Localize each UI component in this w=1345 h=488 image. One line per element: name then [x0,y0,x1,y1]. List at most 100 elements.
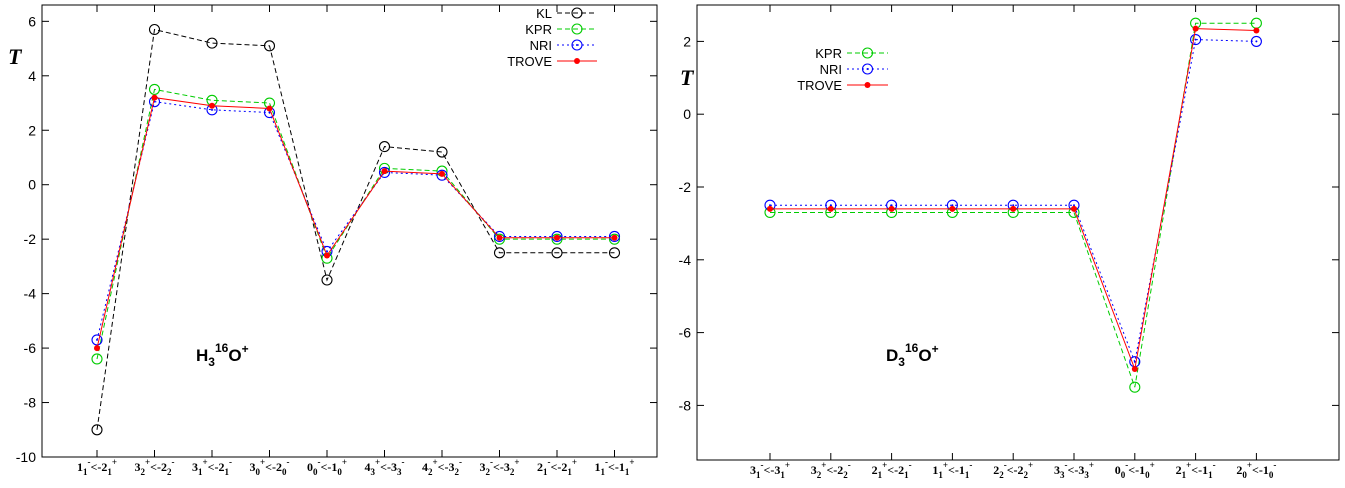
level-parity-sup: + [433,457,438,467]
molecule-base: H [196,346,208,365]
level-k-sub: 1 [625,467,630,477]
molecule-sub: 3 [208,355,215,369]
level-j: 3 [774,463,780,477]
data-point [266,105,273,112]
arrow-text: <- [321,460,332,474]
arrow-text: <- [1007,463,1018,477]
legend-marker [571,23,583,35]
molecule-sub: 3 [898,355,905,369]
level-parity-sup: - [848,460,851,470]
level-k-sub: 1 [780,470,785,480]
level-j: 0 [1115,463,1121,477]
plot-frame [41,4,658,458]
data-point [1131,366,1138,372]
level-j: 3 [811,463,817,477]
data-point [554,234,560,241]
series-line [96,97,615,349]
level-k-sub: 3 [1084,470,1089,480]
molecule-charge: + [932,342,939,356]
level-j: 0 [307,460,313,474]
series-line [770,22,1257,388]
level-parity-sup: - [171,457,174,467]
x-tick-label: 42+<-32- [422,457,462,477]
level-k-sub: 2 [1024,470,1029,480]
data-point [551,230,563,242]
data-point-center [951,204,954,207]
level-parity-sup: - [286,457,289,467]
data-point [1192,25,1199,32]
level-parity-sup: - [605,457,608,467]
series-line [770,39,1257,364]
level-parity-sup: + [629,457,634,467]
level-j: 2 [1176,463,1182,477]
level-k-sub: 2 [428,467,433,477]
data-point-center [829,204,832,207]
data-point [1010,205,1017,212]
x-tick-label: 11-<-21+ [77,457,117,477]
y-tick-label: -10 [16,449,36,465]
y-tick-label: -4 [679,252,692,268]
level-parity-sup: - [1273,460,1276,470]
level-parity-sup: + [260,457,265,467]
level-k-sub: 2 [999,470,1004,480]
level-k-sub: 0 [1242,470,1247,480]
level-j: 3 [504,460,510,474]
x-tick-label: 43+<-33- [365,457,405,477]
level-j: 4 [365,460,371,474]
level-parity-sup: + [1247,460,1252,470]
data-point [378,141,391,153]
legend-label: TROVE [797,78,842,93]
data-point [827,205,834,212]
data-point [767,205,773,212]
level-parity-sup: - [1125,460,1128,470]
data-point-center [1194,38,1197,41]
level-k-sub: 1 [878,470,883,480]
x-tick-label: 21-<-21+ [537,457,577,477]
legend-label: KPR [815,46,842,61]
level-j: 2 [537,460,543,474]
level-k-sub: 2 [141,467,146,477]
level-parity-sup: + [882,460,887,470]
y-tick-label: 6 [28,13,36,29]
y-tick-label: 0 [28,177,36,193]
arrow-text: <- [380,460,391,474]
level-k-sub: 1 [904,470,909,480]
data-point [206,37,218,49]
arrow-text: <- [948,463,959,477]
level-parity-sup: - [548,457,551,467]
data-point [493,247,506,259]
level-j: 1 [331,460,337,474]
arrow-text: <- [764,463,775,477]
level-k-sub: 2 [510,467,515,477]
level-k-sub: 3 [371,467,376,477]
plot-frame [696,4,1340,461]
level-parity-sup: + [1089,460,1094,470]
data-point [551,233,563,245]
level-k-sub: 1 [965,470,970,480]
level-j: 2 [993,463,999,477]
y-tick-label: 2 [683,33,691,49]
y-tick-label: -8 [679,397,692,413]
level-parity-sup: + [514,457,519,467]
level-k-sub: 2 [167,467,172,477]
level-parity-sup: + [203,457,208,467]
level-j: 2 [837,463,843,477]
arrow-text: <- [1128,463,1139,477]
level-j: 3 [391,460,397,474]
series-kpr: KPR [91,22,621,365]
level-j: 1 [77,460,83,474]
arrow-text: <- [438,460,449,474]
data-point [324,252,330,259]
level-k-sub: 0 [337,467,342,477]
level-j: 3 [135,460,141,474]
level-j: 1 [595,460,601,474]
level-j: 1 [1139,463,1145,477]
series-line [96,28,615,430]
level-parity-sup: + [1028,460,1033,470]
y-tick-label: 4 [28,68,36,84]
arrow-text: <- [887,463,898,477]
data-point [949,205,956,212]
x-tick-label: 00-<-10+ [1115,460,1155,480]
arrow-text: <- [265,460,276,474]
